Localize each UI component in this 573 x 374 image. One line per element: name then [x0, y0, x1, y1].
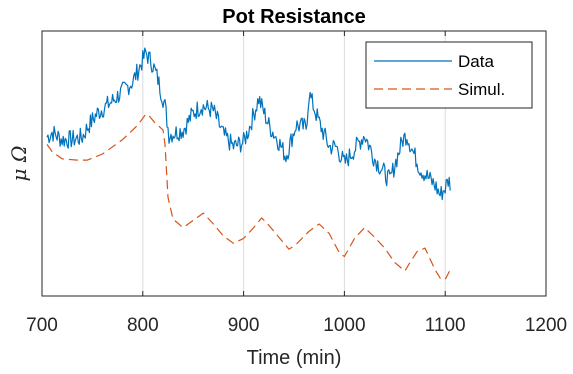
legend-label: Simul. — [458, 80, 505, 99]
series-layer — [46, 47, 451, 280]
x-tick-label: 900 — [228, 315, 260, 336]
legend: Data Simul. — [365, 41, 533, 109]
chart-title: Pot Resistance — [222, 6, 365, 28]
series-line-data — [46, 47, 451, 201]
tick-layer: 700 800 900 1000 1100 1200 — [26, 31, 567, 336]
x-tick-label: 800 — [127, 315, 159, 336]
legend-label: Data — [458, 52, 494, 71]
x-tick-label: 1100 — [425, 315, 466, 336]
x-tick-label: 1000 — [323, 315, 365, 336]
y-axis-label: μ Ω — [7, 146, 31, 182]
plot-frame — [41, 30, 547, 297]
legend-box — [365, 41, 533, 109]
series-line-simul — [46, 113, 451, 280]
x-axis-label: Time (min) — [247, 347, 342, 369]
x-tick-label: 1200 — [525, 315, 567, 336]
x-tick-label: 700 — [26, 315, 58, 336]
